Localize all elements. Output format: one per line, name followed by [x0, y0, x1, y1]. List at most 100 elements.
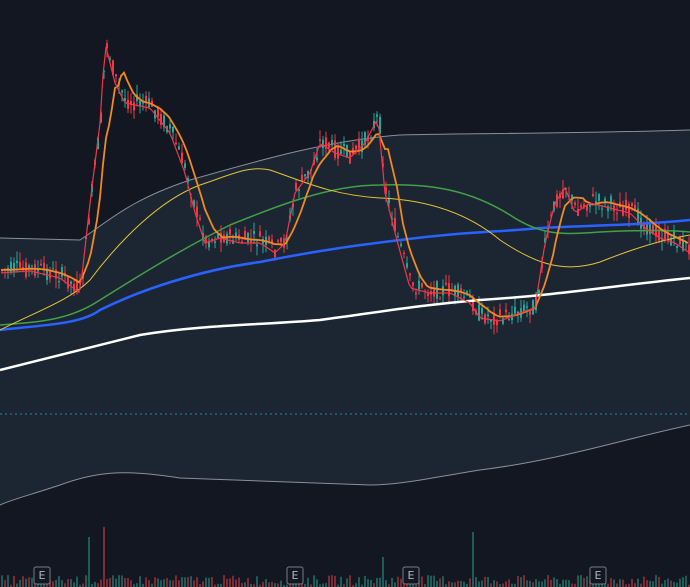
candle [445, 282, 447, 285]
volume-bar [91, 583, 93, 587]
volume-bar [79, 584, 81, 587]
candle [562, 189, 564, 199]
candle [463, 296, 465, 298]
candle [502, 318, 504, 324]
volume-bar [316, 579, 318, 587]
lower-band [0, 424, 690, 506]
candle [199, 217, 201, 220]
candle [571, 195, 573, 201]
volume-bar [322, 583, 324, 587]
volume-bar [112, 575, 114, 587]
candle [580, 205, 582, 208]
volume-bar [559, 583, 561, 587]
candle [301, 174, 303, 182]
volume-bar [682, 577, 684, 587]
volume-bar [616, 583, 618, 587]
candle [526, 306, 528, 308]
volume-bar [622, 579, 624, 587]
volume-bar [355, 583, 357, 587]
volume-bar [175, 575, 177, 587]
candle [133, 102, 135, 111]
volume-bar [307, 577, 309, 587]
volume-bar [70, 579, 72, 587]
candle [241, 241, 243, 243]
volume-bar [688, 584, 690, 587]
candle [43, 262, 45, 270]
candle [601, 208, 603, 210]
volume-bar [544, 579, 546, 587]
volume-bar [274, 583, 276, 587]
candle [418, 280, 420, 290]
candle [673, 230, 675, 238]
volume-bar [550, 579, 552, 587]
candle [376, 114, 378, 117]
volume-bar [433, 575, 435, 587]
candle [574, 202, 576, 205]
volume-bar [217, 583, 219, 587]
candle [316, 157, 318, 161]
volume-bar [100, 579, 102, 587]
candle [496, 320, 498, 326]
volume-bar [619, 579, 621, 587]
candle [442, 286, 444, 296]
candle [490, 319, 492, 322]
volume-bar [463, 581, 465, 587]
ma-yellow [0, 168, 690, 331]
candle [142, 102, 144, 104]
candle [487, 314, 489, 317]
volume-bar [418, 580, 420, 587]
candle [529, 311, 531, 315]
volume-bar [538, 581, 540, 587]
volume-bar [388, 584, 390, 587]
ma-red [0, 46, 689, 322]
volume-bar [493, 580, 495, 587]
volume-bar [64, 583, 66, 587]
volume-bar [214, 584, 216, 587]
candle [421, 283, 423, 288]
volume-bar [130, 580, 132, 587]
volume-bar [115, 578, 117, 587]
candle [499, 309, 501, 316]
candle [586, 205, 588, 211]
volume-bar [184, 577, 186, 587]
candle [493, 312, 495, 325]
volume-bar [22, 576, 24, 587]
volume-bar [4, 580, 6, 587]
volume-bar [628, 583, 630, 587]
volume-bar [277, 583, 279, 587]
volume-bar [208, 577, 210, 587]
volume-bar [442, 576, 444, 587]
volume-bar [427, 575, 429, 587]
volume-bar [304, 583, 306, 587]
volume-bar [121, 575, 123, 587]
candle [217, 233, 219, 238]
candle [676, 246, 678, 248]
candle [652, 225, 654, 235]
marker-label: E [408, 569, 415, 582]
volume-bar [259, 584, 261, 587]
candle [679, 236, 681, 245]
marker-label: E [39, 569, 46, 582]
candle [514, 306, 516, 314]
volume-bar [568, 580, 570, 587]
volume-bar [298, 582, 300, 587]
volume-bar [451, 582, 453, 587]
volume-bar [235, 579, 237, 587]
volume-bar [133, 584, 135, 587]
volume-bar [424, 584, 426, 587]
candle [106, 43, 108, 49]
volume-bar [124, 577, 126, 587]
candle [661, 239, 663, 241]
volume-bar [352, 584, 354, 587]
volume-bar [346, 578, 348, 587]
candle [628, 203, 630, 218]
volume-bar [382, 557, 384, 587]
candle [397, 236, 399, 238]
candle [208, 240, 210, 248]
volume-bar [571, 583, 573, 587]
candle [127, 99, 129, 109]
volume-bar [643, 576, 645, 587]
volume-bar [379, 577, 381, 587]
volume-bar [448, 581, 450, 587]
candle [544, 238, 546, 243]
